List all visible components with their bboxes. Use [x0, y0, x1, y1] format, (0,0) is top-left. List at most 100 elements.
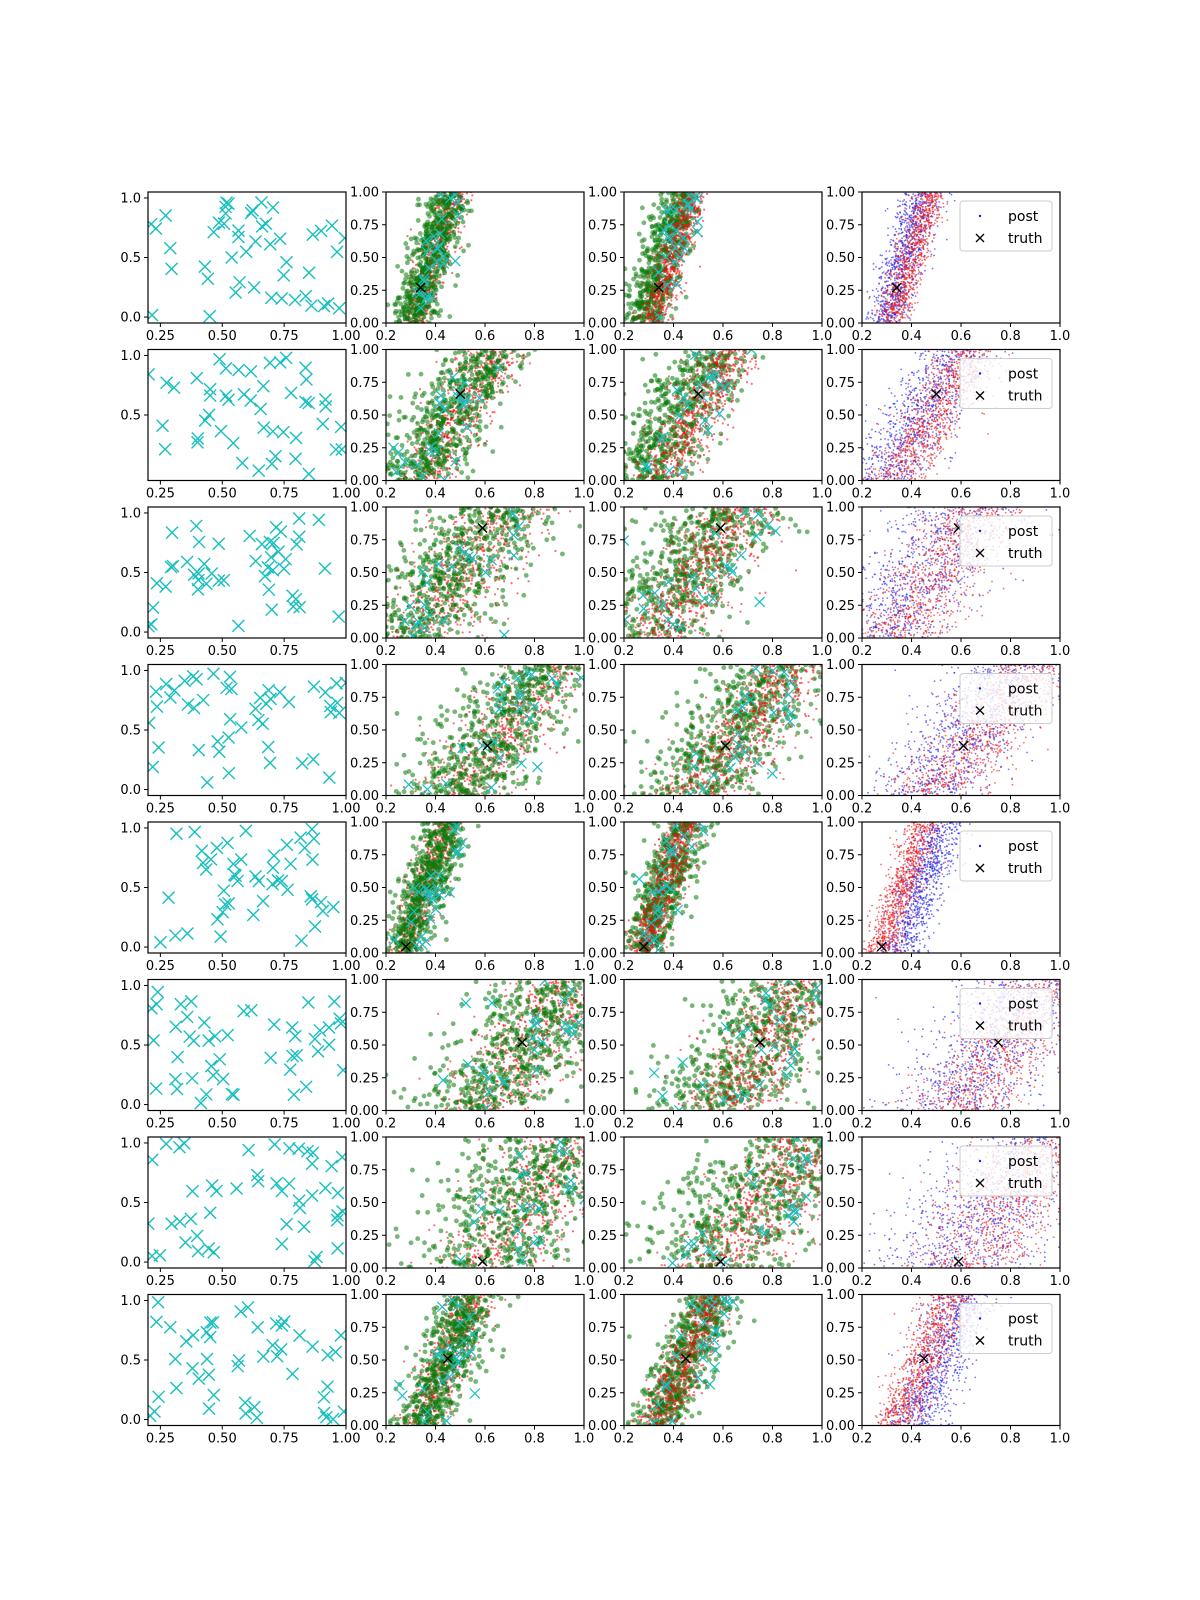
posterior-point-red: [887, 314, 890, 317]
posterior-point-red: [896, 274, 899, 277]
posterior-point-red: [665, 306, 669, 309]
posterior-point-red: [917, 231, 920, 233]
posterior-point-blue: [899, 211, 901, 214]
posterior-point-blue: [905, 251, 908, 253]
prior-sample-marker: [277, 268, 291, 282]
posterior-point-green: [425, 227, 431, 233]
posterior-point-blue: [933, 248, 936, 250]
posterior-point-red: [940, 196, 943, 199]
posterior-point-red: [924, 240, 927, 243]
prior-sample-marker: [289, 452, 303, 466]
posterior-point-blue: [880, 266, 883, 268]
posterior-point-red: [933, 194, 936, 197]
posterior-point-red: [481, 382, 484, 385]
posterior-point-red: [915, 224, 918, 227]
posterior-point-red: [680, 272, 684, 275]
posterior-point-red: [666, 216, 669, 219]
posterior-point-red: [917, 226, 920, 229]
posterior-point-red: [417, 459, 420, 462]
posterior-point-red: [910, 266, 913, 269]
posterior-point-red: [647, 305, 651, 308]
prior-sample-marker: [190, 371, 204, 385]
posterior-point-red: [901, 215, 904, 218]
posterior-point-red: [683, 210, 686, 213]
posterior-point-green: [399, 268, 405, 274]
posterior-point-red: [435, 296, 438, 299]
posterior-point-red: [507, 361, 510, 364]
posterior-point-red: [688, 237, 692, 240]
y-tick-label: 1.00: [350, 186, 379, 201]
sample-cross-marker: [436, 213, 448, 225]
posterior-point-red: [476, 390, 480, 393]
posterior-point-red: [907, 262, 910, 265]
posterior-point-blue: [910, 293, 913, 296]
posterior-point-red: [448, 421, 451, 425]
posterior-point-red: [901, 317, 904, 319]
posterior-point-blue: [889, 241, 892, 244]
posterior-point-green: [453, 283, 458, 288]
posterior-point-red: [895, 277, 898, 279]
posterior-point-red: [659, 305, 663, 309]
posterior-point-red: [504, 372, 507, 375]
posterior-point-red: [880, 288, 883, 291]
posterior-point-red: [689, 211, 692, 215]
posterior-point-green: [422, 271, 428, 277]
posterior-point-red: [903, 274, 905, 277]
prior-sample-marker: [239, 245, 253, 259]
posterior-point-red: [927, 194, 930, 196]
prior-sample-marker: [254, 402, 268, 416]
prior-sample-marker: [213, 352, 227, 366]
posterior-point-red: [927, 223, 930, 226]
posterior-point-green: [437, 208, 443, 214]
posterior-point-red: [884, 290, 887, 292]
posterior-point-red: [927, 211, 929, 214]
posterior-point-blue: [892, 239, 895, 242]
posterior-point-green: [415, 277, 421, 283]
posterior-point-green: [657, 215, 663, 220]
posterior-point-red: [669, 247, 672, 250]
posterior-point-red: [653, 270, 656, 273]
posterior-point-red: [895, 315, 898, 318]
posterior-point-blue: [901, 252, 903, 254]
posterior-point-blue: [902, 213, 905, 216]
posterior-point-red: [682, 240, 685, 243]
posterior-point-red: [916, 204, 918, 206]
posterior-point-blue: [884, 287, 887, 290]
posterior-point-red: [683, 223, 687, 227]
posterior-point-blue: [945, 238, 948, 241]
posterior-point-blue: [886, 207, 889, 210]
posterior-point-red: [658, 319, 661, 323]
posterior-point-red: [921, 239, 923, 242]
posterior-point-red: [646, 295, 649, 298]
posterior-point-blue: [875, 265, 877, 268]
posterior-point-red: [913, 260, 916, 263]
posterior-point-blue: [931, 267, 934, 270]
posterior-point-blue: [915, 197, 918, 199]
prior-sample-marker: [284, 386, 298, 400]
posterior-point-red: [459, 231, 462, 234]
posterior-point-blue: [904, 219, 907, 222]
posterior-point-green: [431, 208, 436, 214]
posterior-point-red: [919, 209, 922, 212]
posterior-point-blue: [913, 223, 915, 225]
posterior-point-blue: [893, 262, 896, 265]
x-tick-label: 1.0: [812, 329, 833, 344]
x-tick-label: 0.25: [146, 487, 175, 502]
posterior-point-red: [445, 423, 448, 427]
posterior-point-blue: [887, 262, 890, 264]
posterior-point-blue: [875, 287, 878, 290]
posterior-point-red: [441, 469, 444, 472]
posterior-point-red: [927, 205, 930, 207]
plot-area: [386, 192, 474, 323]
posterior-point-red: [917, 263, 920, 266]
posterior-point-red: [904, 247, 906, 250]
posterior-point-red: [897, 295, 900, 298]
posterior-point-red: [668, 250, 671, 253]
posterior-point-red: [666, 246, 669, 249]
posterior-point-blue: [878, 320, 881, 323]
posterior-point-red: [658, 302, 661, 305]
posterior-point-blue: [895, 307, 898, 309]
posterior-point-red: [906, 268, 909, 271]
posterior-point-red: [904, 235, 906, 237]
posterior-point-green: [451, 229, 456, 235]
